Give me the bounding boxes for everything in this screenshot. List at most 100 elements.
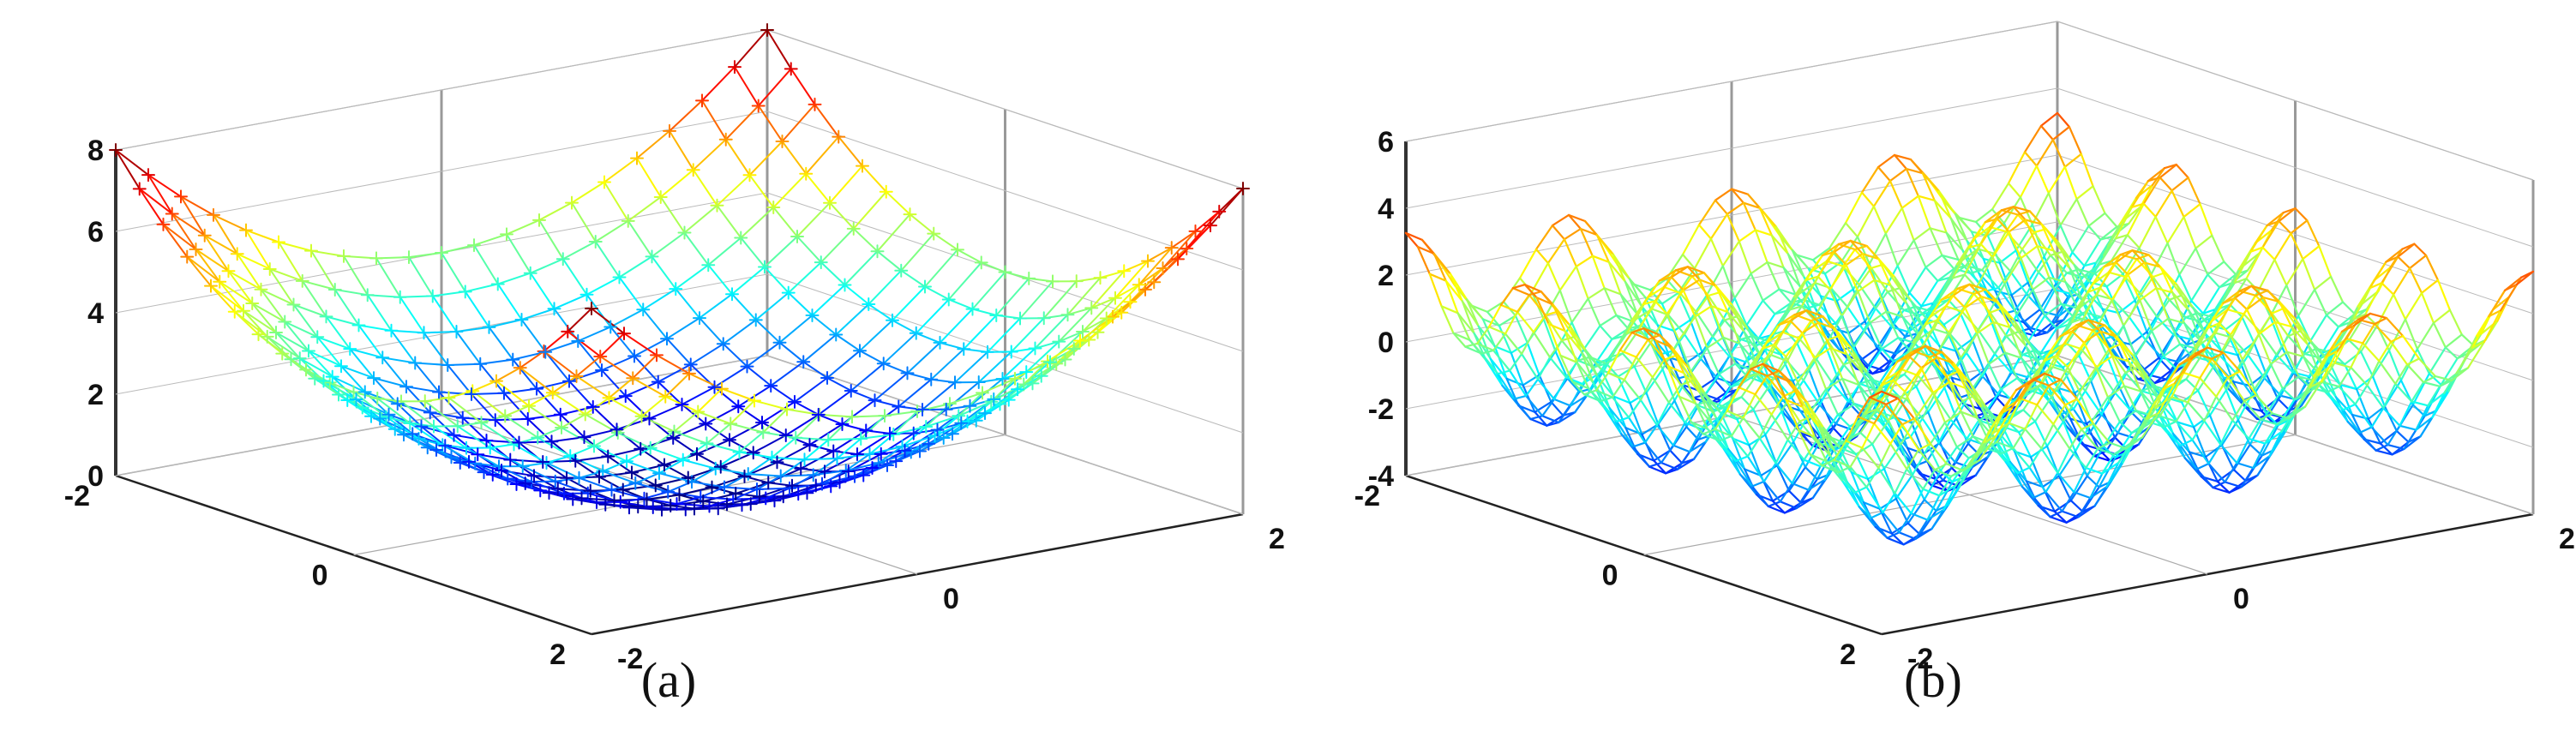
mesh-marker: [682, 366, 696, 380]
mesh-segment: [2195, 468, 2214, 489]
mesh-marker: [939, 402, 953, 416]
mesh-marker: [497, 386, 511, 400]
mesh-segment: [2333, 338, 2348, 364]
mesh-marker: [1132, 278, 1146, 292]
x-tick-label: 2: [2559, 523, 2575, 555]
mesh-segment: [714, 451, 741, 470]
mesh-segment: [1893, 398, 1907, 419]
mesh-marker: [808, 97, 822, 111]
mesh-marker: [607, 493, 621, 507]
mesh-marker: [1073, 333, 1087, 348]
mesh-segment: [2171, 396, 2189, 404]
mesh-marker: [826, 444, 841, 458]
z-grid-back: [1405, 154, 2058, 276]
mesh-segment: [2176, 421, 2191, 453]
mesh-marker: [695, 93, 709, 108]
mesh-marker: [156, 217, 171, 231]
mesh-marker: [1156, 261, 1170, 275]
mesh-segment: [1758, 437, 1777, 464]
mesh-segment: [1833, 440, 1847, 461]
mesh-segment: [1493, 345, 1508, 380]
mesh-segment: [1896, 397, 1916, 420]
mesh-segment: [366, 294, 393, 332]
mesh-segment: [2024, 404, 2039, 430]
mesh-segment: [2261, 296, 2281, 303]
mesh-segment: [2082, 330, 2102, 344]
mesh-segment: [1465, 298, 1484, 321]
mesh-segment: [2321, 326, 2340, 355]
mesh-segment: [1845, 253, 1864, 267]
mesh-segment: [1766, 261, 1785, 269]
mesh-segment: [1964, 386, 1979, 419]
mesh-segment: [850, 389, 876, 402]
mesh-segment: [1906, 303, 1920, 337]
mesh-segment: [1922, 469, 1937, 490]
z-tick-label: -4: [1368, 460, 1394, 493]
mesh-segment: [1676, 451, 1690, 470]
mesh-segment: [308, 350, 333, 378]
mesh-segment: [627, 219, 653, 258]
mesh-segment: [1624, 280, 1638, 315]
mesh-marker: [566, 492, 580, 506]
mesh-segment: [2271, 312, 2290, 338]
mesh-marker: [634, 409, 649, 423]
mesh-segment: [2392, 293, 2407, 321]
mesh-segment: [1838, 446, 1858, 456]
mesh-segment: [2117, 299, 2136, 315]
mesh-segment: [2153, 369, 2172, 385]
mesh-segment: [1738, 342, 1753, 371]
mesh-segment: [2354, 384, 2369, 405]
mesh-segment: [2273, 232, 2292, 261]
mesh-segment: [585, 293, 612, 328]
mesh-marker: [495, 464, 508, 477]
mesh-segment: [2188, 309, 2207, 334]
mesh-marker: [805, 309, 820, 322]
mesh-segment: [1943, 410, 1963, 423]
mesh-segment: [2267, 289, 2281, 303]
mesh-segment: [707, 264, 733, 296]
mesh-marker: [1017, 377, 1031, 392]
mesh-segment: [2041, 475, 2061, 488]
mesh-segment: [1685, 397, 1704, 428]
mesh-segment: [1948, 307, 1967, 333]
mesh-segment: [2057, 241, 2071, 270]
mesh-segment: [1917, 442, 1932, 451]
mesh-marker: [1106, 309, 1120, 324]
mesh-segment: [1829, 347, 1844, 380]
mesh-marker: [536, 455, 550, 470]
mesh-segment: [1976, 332, 1991, 365]
mesh-segment: [1888, 180, 1903, 209]
mesh-segment: [2438, 379, 2453, 387]
mesh-segment: [2219, 443, 2238, 464]
mesh-segment: [1807, 478, 1826, 491]
mesh-segment: [885, 190, 911, 216]
mesh-marker: [555, 252, 570, 267]
mesh-segment: [2124, 436, 2144, 450]
mesh-marker: [848, 469, 862, 483]
mesh-segment: [1703, 392, 1722, 414]
mesh-segment: [1559, 354, 1578, 363]
mesh-segment: [544, 351, 570, 382]
mesh-segment: [1878, 326, 1894, 351]
mesh-marker: [711, 501, 725, 516]
mesh-segment: [447, 397, 483, 424]
mesh-segment: [147, 174, 182, 198]
z-grid-back: [1405, 21, 2058, 142]
mesh-segment: [1924, 298, 1943, 326]
mesh-segment: [601, 355, 635, 371]
mesh-segment: [1885, 428, 1905, 455]
mesh-segment: [1977, 329, 1996, 355]
mesh-segment: [2432, 321, 2447, 349]
z-grid-back: [115, 273, 768, 395]
mesh-segment: [431, 295, 458, 333]
mesh-segment: [2302, 245, 2321, 261]
mesh-segment: [643, 490, 670, 500]
mesh-segment: [2381, 255, 2399, 285]
mesh-marker: [583, 483, 597, 498]
mesh-segment: [308, 350, 342, 368]
mesh-segment: [658, 472, 693, 483]
mesh-segment: [1486, 301, 1505, 313]
mesh-segment: [1632, 446, 1651, 468]
mesh-segment: [1766, 261, 1780, 291]
mesh-segment: [1924, 266, 1939, 282]
